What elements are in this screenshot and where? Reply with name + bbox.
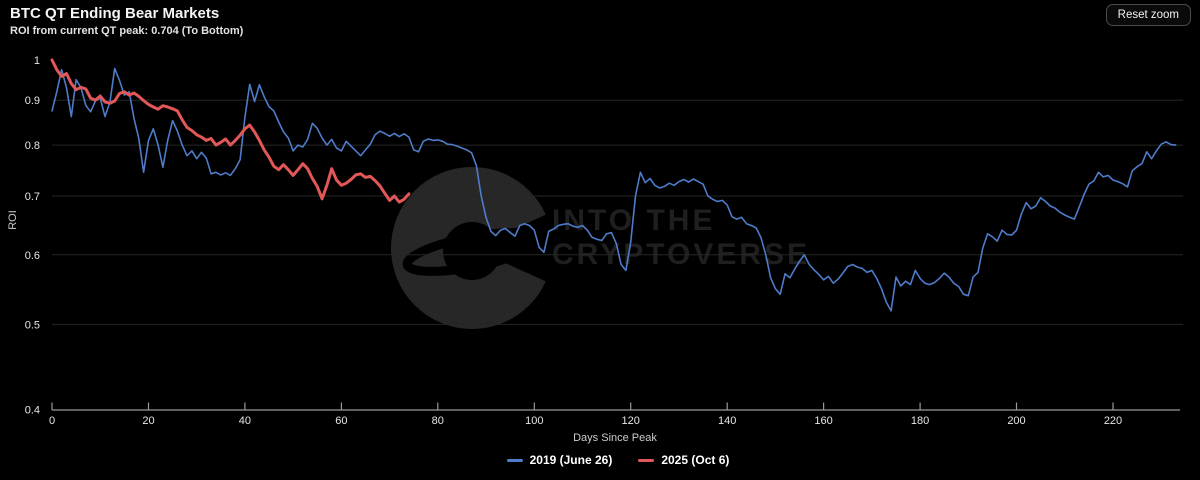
svg-text:80: 80 [432,415,444,427]
svg-text:0.5: 0.5 [25,319,40,331]
svg-text:220: 220 [1104,415,1122,427]
svg-text:Days Since Peak: Days Since Peak [573,432,657,444]
legend-label-2019: 2019 (June 26) [529,453,613,467]
legend-label-2025: 2025 (Oct 6) [661,453,730,467]
svg-text:1: 1 [34,55,40,67]
svg-text:ROI: ROI [7,210,19,230]
svg-text:160: 160 [814,415,832,427]
svg-text:180: 180 [911,415,929,427]
legend-item-2019[interactable]: 2019 (June 26) [506,453,613,467]
svg-text:0.8: 0.8 [25,140,40,152]
svg-text:100: 100 [525,415,543,427]
svg-text:0.9: 0.9 [25,95,40,107]
svg-text:20: 20 [142,415,154,427]
svg-text:60: 60 [335,415,347,427]
reset-zoom-button[interactable]: Reset zoom [1105,4,1191,26]
legend: 2019 (June 26) 2025 (Oct 6) [18,453,1200,467]
svg-text:40: 40 [239,415,251,427]
svg-text:0.4: 0.4 [25,405,40,417]
legend-swatch-2025-icon [638,458,655,462]
svg-text:0: 0 [49,415,55,427]
chart-title: BTC QT Ending Bear Markets [10,5,220,22]
svg-text:0.6: 0.6 [25,250,40,262]
svg-text:140: 140 [718,415,736,427]
chart-subtitle: ROI from current QT peak: 0.704 (To Bott… [10,25,244,37]
legend-item-2025[interactable]: 2025 (Oct 6) [638,453,729,467]
legend-swatch-2019-icon [506,458,523,462]
svg-text:120: 120 [622,415,640,427]
svg-text:200: 200 [1007,415,1025,427]
svg-text:0.7: 0.7 [25,191,40,203]
